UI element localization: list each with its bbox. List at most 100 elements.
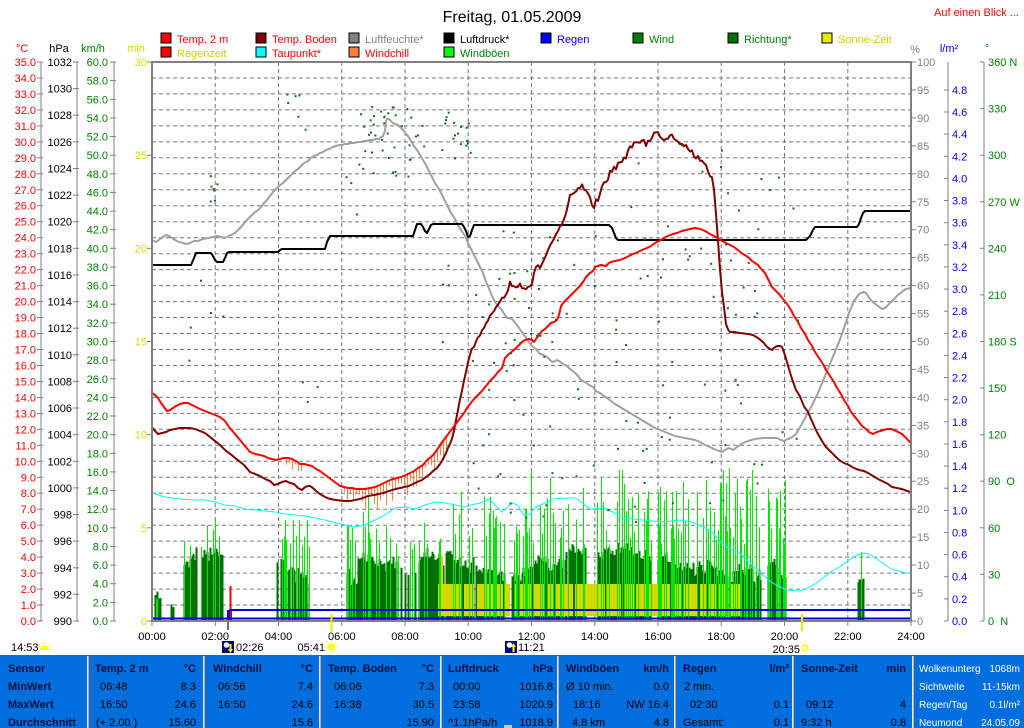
svg-text:km/h: km/h (81, 43, 105, 55)
svg-text:18:00: 18:00 (707, 631, 735, 643)
svg-text:Luftdruck: Luftdruck (448, 663, 500, 675)
svg-text:22:00: 22:00 (834, 631, 862, 643)
svg-text:28.0: 28.0 (87, 355, 108, 367)
svg-text:25: 25 (135, 150, 147, 162)
svg-text:min: min (886, 663, 906, 675)
svg-text:Windböen: Windböen (460, 48, 510, 60)
svg-text:24.05.09: 24.05.09 (981, 718, 1020, 728)
svg-text:9.0: 9.0 (21, 472, 36, 484)
svg-text:180 S: 180 S (988, 337, 1017, 349)
svg-text:Freitag, 01.05.2009: Freitag, 01.05.2009 (443, 9, 582, 26)
svg-text:Regen: Regen (557, 34, 589, 46)
svg-text:14.0: 14.0 (87, 486, 108, 498)
svg-text:13.0: 13.0 (15, 408, 36, 420)
svg-text:Temp. Boden: Temp. Boden (328, 663, 397, 675)
svg-text:4.0: 4.0 (952, 173, 967, 185)
svg-text:0.0: 0.0 (93, 616, 108, 628)
svg-text:16.0: 16.0 (15, 361, 36, 373)
svg-text:%: % (910, 44, 920, 56)
svg-text:15.60: 15.60 (168, 717, 196, 728)
svg-text:Ø 10 min.: Ø 10 min. (566, 681, 614, 693)
svg-text:42.0: 42.0 (87, 225, 108, 237)
svg-text:1.6: 1.6 (952, 439, 967, 451)
svg-text:994: 994 (54, 563, 72, 575)
svg-text:31.0: 31.0 (15, 121, 36, 133)
svg-text:3.8: 3.8 (952, 196, 967, 208)
svg-text:14:53: 14:53 (11, 642, 39, 654)
svg-text:34.0: 34.0 (15, 73, 36, 85)
svg-text:998: 998 (54, 510, 72, 522)
svg-text:16:00: 16:00 (644, 631, 672, 643)
svg-text:MinWert: MinWert (8, 681, 52, 693)
svg-text:02:00: 02:00 (201, 631, 229, 643)
svg-text:240: 240 (988, 243, 1006, 255)
svg-text:3.2: 3.2 (952, 262, 967, 274)
svg-text:5: 5 (917, 588, 923, 600)
svg-text:32.0: 32.0 (15, 105, 36, 117)
svg-text:10.0: 10.0 (15, 456, 36, 468)
svg-text:12:00: 12:00 (518, 631, 546, 643)
svg-text:17.0: 17.0 (15, 345, 36, 357)
svg-text:35.0: 35.0 (15, 57, 36, 69)
svg-text:24.6: 24.6 (175, 699, 196, 711)
svg-text:Sonne-Zeit: Sonne-Zeit (801, 663, 858, 675)
svg-text:10:00: 10:00 (454, 631, 482, 643)
svg-text:100: 100 (917, 57, 935, 69)
svg-text:7.0: 7.0 (21, 504, 36, 516)
svg-text:Regen/Tag: Regen/Tag (919, 700, 967, 711)
svg-text:1032: 1032 (48, 57, 72, 69)
svg-text:35: 35 (917, 420, 929, 432)
svg-text:300: 300 (988, 150, 1006, 162)
svg-text:36.0: 36.0 (87, 281, 108, 293)
svg-text:Temp. 2 m: Temp. 2 m (95, 663, 149, 675)
svg-text:30.0: 30.0 (15, 137, 36, 149)
svg-text:10: 10 (135, 430, 147, 442)
svg-text:0.8: 0.8 (952, 528, 967, 540)
svg-text:1026: 1026 (48, 137, 72, 149)
svg-text:Temp. 2 m: Temp. 2 m (177, 34, 228, 46)
svg-text:45: 45 (917, 364, 929, 376)
svg-text:19.0: 19.0 (15, 313, 36, 325)
svg-text:12.0: 12.0 (87, 504, 108, 516)
svg-text:28.0: 28.0 (15, 169, 36, 181)
svg-text:32.0: 32.0 (87, 318, 108, 330)
svg-text:10: 10 (917, 560, 929, 572)
svg-text:7.4: 7.4 (298, 681, 313, 693)
svg-text:Wolkenunterg: Wolkenunterg (919, 664, 981, 675)
svg-text:65: 65 (917, 253, 929, 265)
svg-text:00:00: 00:00 (138, 631, 166, 643)
svg-text:20:35: 20:35 (772, 644, 800, 656)
svg-text:05:41: 05:41 (297, 642, 325, 654)
svg-text:50: 50 (917, 337, 929, 349)
svg-text:18.0: 18.0 (87, 448, 108, 460)
svg-text:4.4: 4.4 (952, 129, 967, 141)
svg-text:0.1: 0.1 (774, 717, 789, 728)
svg-text:8.0: 8.0 (93, 542, 108, 554)
svg-text:02:30: 02:30 (690, 699, 718, 711)
svg-text:1020.9: 1020.9 (519, 699, 553, 711)
svg-text:hPa: hPa (49, 43, 69, 55)
svg-text:14.0: 14.0 (15, 392, 36, 404)
svg-text:11-15km: 11-15km (982, 682, 1020, 693)
svg-text:5.0: 5.0 (21, 536, 36, 548)
svg-text:8.3: 8.3 (181, 681, 196, 693)
svg-text:06:56: 06:56 (218, 681, 246, 693)
svg-text:16.0: 16.0 (87, 467, 108, 479)
svg-text:48.0: 48.0 (87, 169, 108, 181)
svg-text:1008: 1008 (48, 376, 72, 388)
svg-text:4.6: 4.6 (952, 107, 967, 119)
svg-text:20.0: 20.0 (87, 430, 108, 442)
svg-text:46.0: 46.0 (87, 187, 108, 199)
svg-text:55: 55 (917, 309, 929, 321)
svg-text:Luftfeuchte*: Luftfeuchte* (365, 34, 424, 46)
svg-text:30.0: 30.0 (87, 337, 108, 349)
svg-text:22.0: 22.0 (87, 411, 108, 423)
svg-text:Durchschnitt: Durchschnitt (8, 717, 76, 728)
svg-text:7.3: 7.3 (419, 681, 434, 693)
svg-text:0.8: 0.8 (891, 717, 906, 728)
svg-text:0.1l/m²: 0.1l/m² (989, 700, 1020, 711)
svg-text:20:00: 20:00 (771, 631, 799, 643)
svg-text:min: min (127, 43, 145, 55)
svg-text:85: 85 (917, 141, 929, 153)
svg-text:992: 992 (54, 589, 72, 601)
